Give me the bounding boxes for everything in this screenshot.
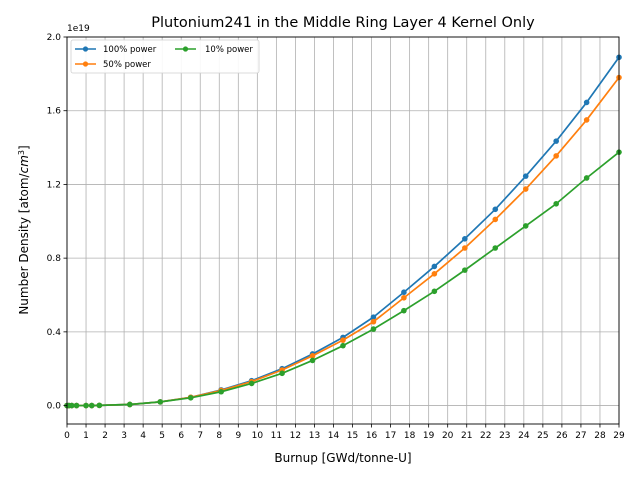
data-point-100-power bbox=[370, 314, 377, 320]
data-point-10-power bbox=[340, 342, 346, 349]
data-point-50-power bbox=[462, 245, 468, 251]
y-tick-label: 0.0 bbox=[47, 402, 62, 412]
x-tick-label: 11 bbox=[271, 431, 282, 441]
x-tick-label: 15 bbox=[347, 431, 358, 441]
x-tick-label: 17 bbox=[385, 431, 396, 441]
y-axis-label: Number Density [atom/cm3] bbox=[17, 145, 32, 314]
plot-frame bbox=[66, 36, 620, 425]
legend-entry-50-power: 50% power bbox=[75, 60, 151, 70]
data-point-10-power bbox=[370, 326, 377, 332]
data-point-100-power bbox=[553, 138, 559, 144]
legend-marker-100-power bbox=[82, 46, 89, 52]
chart-title: Plutonium241 in the Middle Ring Layer 4 … bbox=[151, 15, 535, 31]
data-point-10-power bbox=[73, 402, 80, 409]
y-tick-label: 1.2 bbox=[47, 180, 61, 190]
x-tick-label: 29 bbox=[613, 431, 625, 441]
x-tick-label: 9 bbox=[235, 431, 241, 441]
data-point-100-power bbox=[583, 99, 590, 106]
x-tick-label: 5 bbox=[159, 431, 165, 441]
data-point-100-power bbox=[401, 289, 407, 296]
data-point-10-power bbox=[88, 402, 95, 409]
data-point-10-power bbox=[583, 175, 590, 181]
data-point-10-power bbox=[187, 395, 194, 401]
legend-entry-100-power: 100% power bbox=[75, 45, 157, 55]
data-point-10-power bbox=[279, 370, 285, 377]
x-axis-label: Burnup [GWd/tonne-U] bbox=[274, 451, 411, 465]
legend-entry-10-power: 10% power bbox=[175, 45, 253, 55]
x-tick-label: 7 bbox=[197, 431, 203, 441]
x-tick-label: 1 bbox=[83, 431, 89, 441]
x-tick-label: 24 bbox=[518, 431, 530, 441]
data-point-50-power bbox=[553, 153, 559, 159]
data-point-10-power bbox=[522, 223, 529, 229]
legend-label-100-power: 100% power bbox=[103, 45, 157, 55]
data-point-50-power bbox=[492, 216, 499, 223]
x-tick-label: 27 bbox=[575, 431, 586, 441]
y-tick-label: 1.6 bbox=[47, 107, 62, 117]
y-tick-label: 0.8 bbox=[47, 254, 62, 264]
x-tick-label: 2 bbox=[102, 431, 108, 441]
legend-label-10-power: 10% power bbox=[205, 45, 253, 55]
data-point-100-power bbox=[492, 206, 499, 213]
data-point-10-power bbox=[401, 307, 407, 314]
data-point-10-power bbox=[462, 267, 468, 273]
data-point-10-power bbox=[96, 402, 103, 409]
data-point-50-power bbox=[401, 294, 407, 301]
x-tick-label: 8 bbox=[216, 431, 222, 441]
legend-marker-10-power bbox=[182, 46, 189, 52]
y-offset-label: 1e19 bbox=[67, 24, 90, 34]
x-tick-label: 12 bbox=[290, 431, 301, 441]
x-tick-label: 28 bbox=[594, 431, 606, 441]
legend-box bbox=[70, 39, 260, 74]
data-point-50-power bbox=[431, 271, 438, 277]
data-point-50-power bbox=[309, 353, 316, 359]
x-tick-label: 13 bbox=[309, 431, 320, 441]
x-tick-label: 4 bbox=[140, 431, 146, 441]
x-tick-label: 19 bbox=[423, 431, 435, 441]
x-tick-label: 18 bbox=[404, 431, 416, 441]
data-point-50-power bbox=[583, 117, 590, 123]
x-tick-label: 16 bbox=[366, 431, 378, 441]
data-point-10-power bbox=[492, 245, 499, 251]
data-point-10-power bbox=[431, 288, 438, 295]
data-point-10-power bbox=[309, 357, 316, 364]
x-tick-label: 6 bbox=[178, 431, 184, 441]
x-tick-label: 22 bbox=[480, 431, 491, 441]
x-tick-label: 10 bbox=[252, 431, 264, 441]
x-tick-label: 23 bbox=[499, 431, 510, 441]
legend-label-50-power: 50% power bbox=[103, 60, 151, 70]
data-point-100-power bbox=[431, 263, 438, 270]
data-point-10-power bbox=[127, 401, 133, 408]
x-tick-label: 20 bbox=[442, 431, 454, 441]
data-point-50-power bbox=[522, 186, 529, 192]
x-tick-label: 21 bbox=[461, 431, 472, 441]
x-tick-label: 25 bbox=[537, 431, 548, 441]
data-point-100-power bbox=[462, 235, 468, 242]
data-point-50-power bbox=[340, 337, 346, 343]
x-tick-label: 26 bbox=[556, 431, 568, 441]
data-point-10-power bbox=[218, 388, 224, 395]
x-tick-label: 3 bbox=[121, 431, 127, 441]
series-10-power bbox=[64, 149, 622, 409]
data-point-10-power bbox=[68, 402, 75, 409]
data-point-10-power bbox=[553, 200, 559, 207]
legend-marker-50-power bbox=[82, 61, 89, 67]
y-tick-label: 0.4 bbox=[47, 328, 62, 338]
data-point-50-power bbox=[370, 318, 377, 325]
x-tick-label: 14 bbox=[328, 431, 340, 441]
data-point-10-power bbox=[157, 399, 164, 405]
data-point-10-power bbox=[83, 402, 89, 409]
data-point-100-power bbox=[522, 173, 529, 179]
data-point-10-power bbox=[248, 380, 255, 387]
legend: 100% power 50% power 10% power bbox=[70, 39, 260, 74]
y-tick-label: 2.0 bbox=[47, 33, 62, 43]
x-tick-label: 0 bbox=[64, 431, 70, 441]
ticks: 0 1 2 3 4 5 6 7 8 9 10 11 12 13 14 15 16 17 18 19 20 21 22 23 24… bbox=[47, 33, 625, 441]
